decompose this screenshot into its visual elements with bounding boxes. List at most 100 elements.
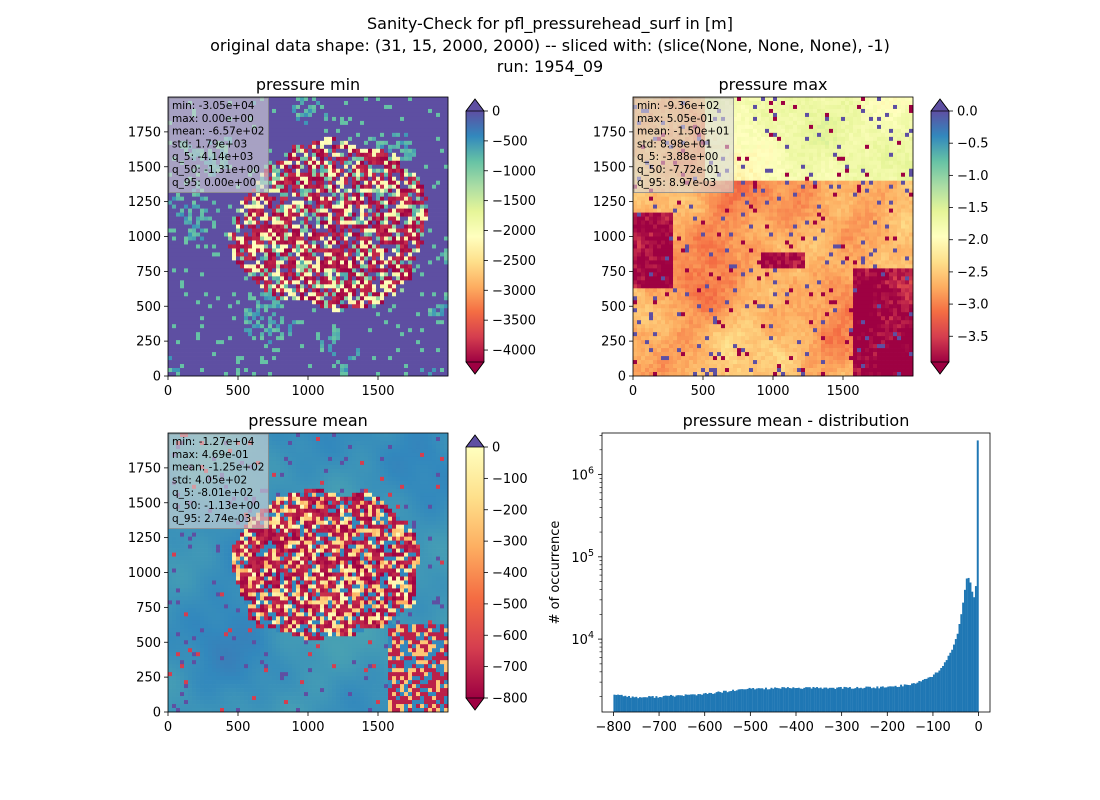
pressure-min-heatmap-cell: [280, 228, 285, 233]
pressure-min-heatmap-cell: [200, 224, 205, 229]
pressure-min-heatmap-cell: [220, 192, 225, 197]
pressure-min-heatmap-cell: [332, 144, 337, 150]
pressure-min-heatmap-cell: [412, 324, 417, 329]
pressure-min-heatmap-cell: [348, 232, 353, 237]
pressure-min-heatmap-cell: [272, 344, 277, 349]
pressure-min-heatmap-cell: [252, 288, 257, 293]
pressure-min-heatmap-cell: [392, 116, 397, 122]
pressure-min-heatmap-cell: [252, 352, 257, 357]
pressure-min-heatmap-cell: [272, 228, 277, 233]
pressure-min-heatmap-cell: [372, 184, 377, 190]
pressure-min-heatmap-cell: [444, 248, 449, 253]
pressure-min-heatmap-cell: [256, 332, 261, 337]
pressure-min-heatmap-cell: [168, 300, 173, 305]
pressure-min-heatmap-cell: [424, 260, 429, 265]
pressure-min-heatmap-cell: [428, 208, 433, 213]
pressure-min-heatmap-cell: [332, 108, 337, 114]
pressure-min-heatmap-cell: [436, 168, 441, 174]
pressure-min-heatmap-cell: [252, 332, 257, 337]
pressure-min-heatmap-cell: [264, 360, 269, 365]
pressure-min-heatmap-cell: [412, 296, 417, 301]
pressure-min-heatmap-cell: [212, 328, 217, 333]
pressure-min-heatmap-cell: [336, 316, 341, 321]
pressure-min-heatmap-cell: [356, 220, 361, 225]
pressure-min-heatmap-cell: [400, 124, 405, 130]
pressure-min-heatmap-cell: [356, 176, 361, 182]
pressure-min-heatmap-cell: [396, 304, 401, 309]
pressure-min-heatmap-cell: [388, 240, 393, 245]
pressure-min-heatmap-cell: [300, 300, 305, 305]
pressure-min-heatmap-cell: [228, 248, 233, 253]
pressure-min-heatmap-cell: [360, 220, 365, 225]
pressure-min-heatmap-cell: [388, 336, 393, 341]
pressure-min-heatmap-cell: [380, 252, 385, 257]
pressure-min-heatmap-cell: [284, 184, 289, 190]
pressure-min-heatmap-cell: [280, 264, 285, 269]
pressure-min-heatmap-cell: [204, 196, 209, 201]
pressure-min-heatmap-cell: [400, 336, 405, 341]
pressure-min-stats-line: min: -3.05e+04: [172, 100, 255, 112]
pressure-min-heatmap-cell: [208, 272, 213, 277]
pressure-min-heatmap-cell: [396, 372, 401, 377]
pressure-min-heatmap-cell: [304, 188, 309, 194]
pressure-min-heatmap-cell: [412, 336, 417, 341]
pressure-min-heatmap-cell: [376, 164, 381, 170]
pressure-min-heatmap-cell: [224, 340, 229, 345]
pressure-min-heatmap-cell: [312, 220, 317, 225]
pressure-min-heatmap-cell: [440, 180, 445, 186]
pressure-min-heatmap-cell: [264, 212, 269, 217]
pressure-min-heatmap-cell: [336, 196, 341, 201]
pressure-min-heatmap-cell: [284, 252, 289, 257]
pressure-min-heatmap-cell: [176, 288, 181, 293]
pressure-min-heatmap-cell: [184, 360, 189, 365]
pressure-min-heatmap-cell: [436, 208, 441, 213]
pressure-min-heatmap-cell: [232, 204, 237, 209]
pressure-min-heatmap-cell: [376, 132, 381, 138]
pressure-min-heatmap-cell: [440, 244, 445, 249]
pressure-min-heatmap-cell: [216, 304, 221, 309]
pressure-min-heatmap-cell: [380, 116, 385, 122]
pressure-min-heatmap-cell: [316, 120, 321, 126]
pressure-min-heatmap-cell: [252, 216, 257, 221]
pressure-min-heatmap-cell: [292, 328, 297, 333]
pressure-min-heatmap-cell: [352, 232, 357, 237]
pressure-min-heatmap-cell: [348, 200, 353, 205]
pressure-min-heatmap-cell: [292, 340, 297, 345]
pressure-min-heatmap-cell: [296, 164, 301, 170]
pressure-min-heatmap-cell: [412, 152, 417, 158]
pressure-min-heatmap-cell: [364, 328, 369, 333]
pressure-min-heatmap-cell: [392, 208, 397, 213]
pressure-min-heatmap-cell: [432, 272, 437, 277]
pressure-min-heatmap-cell: [396, 260, 401, 265]
pressure-min-heatmap-cell: [404, 120, 409, 126]
pressure-min-heatmap-cell: [288, 248, 293, 253]
pressure-min-heatmap-cell: [176, 192, 181, 197]
pressure-min-heatmap-cell: [400, 356, 405, 361]
pressure-min-heatmap-cell: [216, 308, 221, 313]
pressure-min-heatmap-cell: [432, 296, 437, 301]
pressure-min-heatmap-cell: [380, 100, 385, 106]
pressure-min-heatmap-cell: [412, 232, 417, 237]
pressure-min-heatmap-cell: [436, 304, 441, 309]
pressure-min-heatmap-cell: [316, 108, 321, 114]
pressure-min-heatmap-cell: [196, 208, 201, 213]
pressure-min-heatmap-cell: [260, 292, 265, 297]
pressure-min-heatmap-cell: [328, 328, 333, 333]
pressure-min-heatmap-cell: [304, 252, 309, 257]
pressure-min-heatmap-cell: [348, 332, 353, 337]
pressure-min-heatmap-cell: [376, 372, 381, 377]
pressure-min-heatmap-cell: [200, 296, 205, 301]
pressure-min-heatmap-cell: [260, 216, 265, 221]
pressure-min-heatmap-cell: [312, 280, 317, 285]
pressure-min-heatmap-cell: [348, 164, 353, 170]
pressure-min-heatmap-cell: [400, 284, 405, 289]
pressure-min-heatmap-cell: [304, 192, 309, 197]
pressure-min-heatmap-cell: [360, 236, 365, 241]
pressure-min-heatmap-cell: [360, 136, 365, 142]
pressure-min-heatmap-cell: [288, 320, 293, 325]
pressure-min-heatmap-cell: [432, 264, 437, 269]
pressure-min-heatmap-cell: [184, 204, 189, 209]
pressure-min-heatmap-cell: [352, 180, 357, 186]
pressure-min-heatmap-cell: [268, 300, 273, 305]
pressure-min-heatmap-cell: [440, 240, 445, 245]
